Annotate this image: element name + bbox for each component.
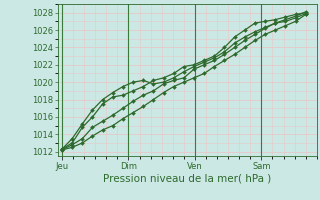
X-axis label: Pression niveau de la mer( hPa ): Pression niveau de la mer( hPa ) [103,173,271,183]
